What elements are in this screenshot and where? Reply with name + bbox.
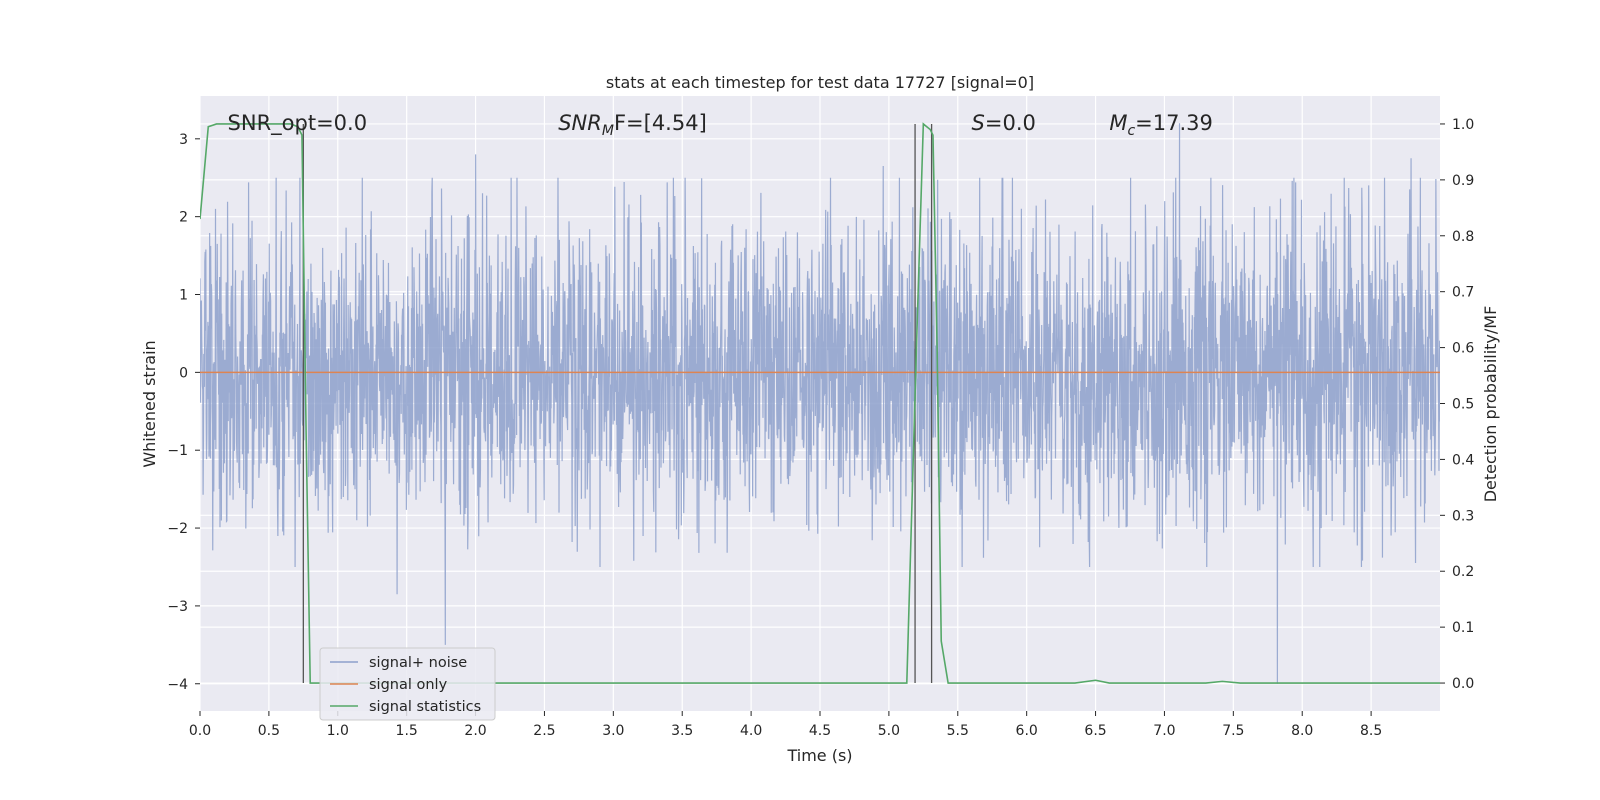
annotation-3: Mc=17.39 bbox=[1109, 111, 1213, 139]
x-tick-label: 4.0 bbox=[740, 723, 762, 739]
y2-tick-label: 0.6 bbox=[1452, 341, 1474, 357]
x-tick-label: 7.0 bbox=[1153, 723, 1175, 739]
x-tick-label: 8.5 bbox=[1360, 723, 1382, 739]
plot-area bbox=[200, 122, 1440, 684]
y-tick-label: −2 bbox=[167, 521, 188, 537]
x-tick-label: 8.0 bbox=[1291, 723, 1313, 739]
x-tick-label: 1.0 bbox=[327, 723, 349, 739]
y-axis-ticks: 3 2 1 0 −1 −2 −3 −4 bbox=[167, 132, 200, 693]
y2-tick-label: 0.9 bbox=[1452, 173, 1474, 189]
x-tick-label: 6.5 bbox=[1084, 723, 1106, 739]
y2-tick-label: 0.1 bbox=[1452, 620, 1474, 636]
x-tick-label: 6.0 bbox=[1016, 723, 1038, 739]
legend-label-signal-noise: signal+ noise bbox=[369, 655, 467, 671]
y-tick-label: −3 bbox=[167, 599, 188, 615]
x-tick-label: 3.0 bbox=[602, 723, 624, 739]
annotation-2: S=0.0 bbox=[972, 111, 1036, 135]
x-tick-label: 7.5 bbox=[1222, 723, 1244, 739]
x-tick-label: 0.5 bbox=[258, 723, 280, 739]
chart-title: stats at each timestep for test data 177… bbox=[606, 73, 1034, 92]
annotation-1: SNRMF=[4.54] bbox=[558, 111, 707, 139]
x-tick-label: 0.0 bbox=[189, 723, 211, 739]
y2-tick-label: 0.0 bbox=[1452, 676, 1474, 692]
annotations: SNR_opt=0.0 SNRMF=[4.54] S=0.0 Mc=17.39 bbox=[228, 111, 1213, 139]
x-tick-label: 5.0 bbox=[878, 723, 900, 739]
legend-label-signal-statistics: signal statistics bbox=[369, 699, 481, 715]
x-tick-label: 2.5 bbox=[533, 723, 555, 739]
y2-tick-label: 0.3 bbox=[1452, 508, 1474, 524]
x-tick-label: 3.5 bbox=[671, 723, 693, 739]
x-axis-ticks: 0.0 0.5 1.0 1.5 2.0 2.5 3.0 3.5 4.0 4.5 5.0 5.5 6.0 6… bbox=[189, 711, 1382, 739]
x-tick-label: 5.5 bbox=[947, 723, 969, 739]
y-tick-label: 3 bbox=[179, 132, 188, 148]
y2-axis-label: Detection probability/MF bbox=[1481, 306, 1500, 503]
y-tick-label: 0 bbox=[179, 365, 188, 381]
legend-box bbox=[319, 647, 496, 721]
y2-tick-label: 0.8 bbox=[1452, 229, 1474, 245]
y-axis-label: Whitened strain bbox=[140, 340, 159, 467]
x-tick-label: 1.5 bbox=[396, 723, 418, 739]
y-tick-label: −4 bbox=[167, 677, 188, 693]
y2-tick-label: 0.2 bbox=[1452, 564, 1474, 580]
series-signal-noise-line bbox=[200, 123, 1440, 684]
y2-tick-label: 0.7 bbox=[1452, 285, 1474, 301]
y-tick-label: 1 bbox=[179, 288, 188, 304]
x-tick-label: 4.5 bbox=[809, 723, 831, 739]
legend-label-signal-only: signal only bbox=[369, 677, 448, 693]
y2-axis-ticks: 1.0 0.9 0.8 0.7 0.6 0.5 0.4 0.3 0.2 0.1 0.0 bbox=[1440, 117, 1474, 692]
annotation-0: SNR_opt=0.0 bbox=[228, 111, 368, 136]
y2-tick-label: 1.0 bbox=[1452, 117, 1474, 133]
x-tick-label: 2.0 bbox=[464, 723, 486, 739]
y-tick-label: −1 bbox=[167, 443, 188, 459]
series-signal-statistics-line bbox=[200, 122, 1440, 684]
x-axis-label: Time (s) bbox=[786, 746, 852, 765]
y2-tick-label: 0.4 bbox=[1452, 452, 1474, 468]
legend: signal+ noise signal only signal statist… bbox=[319, 647, 496, 721]
y2-tick-label: 0.5 bbox=[1452, 397, 1474, 413]
y-tick-label: 2 bbox=[179, 210, 188, 226]
